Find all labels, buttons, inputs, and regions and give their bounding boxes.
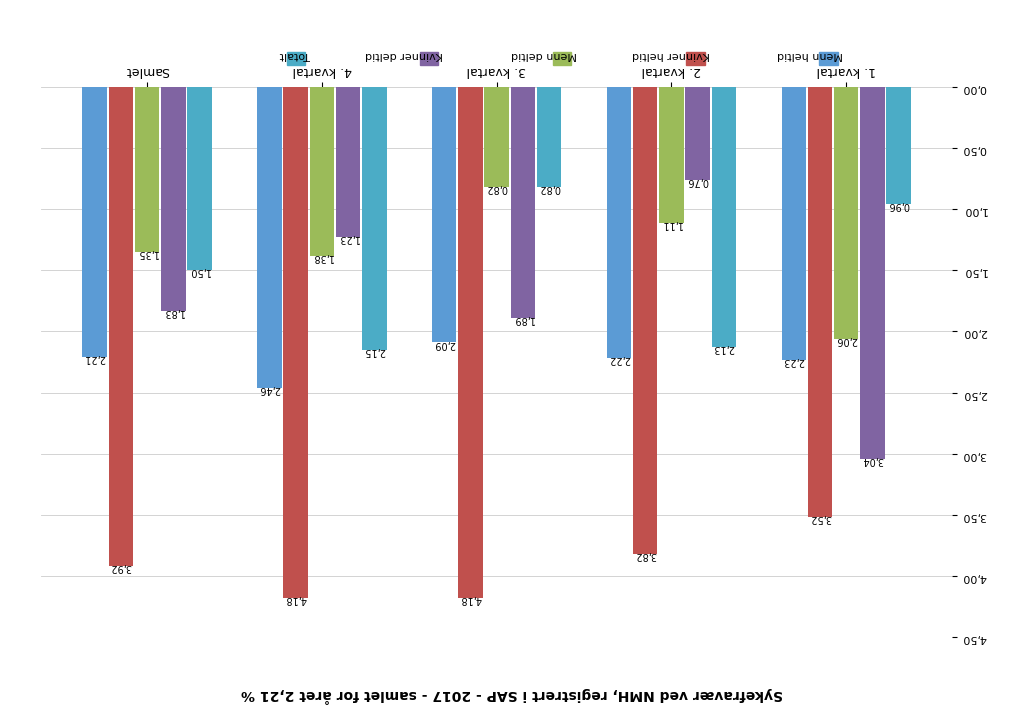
Text: 1,50: 1,50 [188, 266, 210, 277]
Text: 2,23: 2,23 [783, 355, 805, 366]
Bar [109, 87, 133, 566]
Bar [887, 87, 911, 204]
Bar [257, 87, 282, 387]
Bar [834, 87, 858, 339]
Bar [309, 87, 334, 256]
Bar [607, 87, 631, 358]
Bar [484, 87, 509, 187]
Bar [781, 87, 806, 360]
Text: 0,82: 0,82 [485, 183, 508, 193]
Text: 2,13: 2,13 [713, 343, 734, 353]
Text: 2,22: 2,22 [608, 355, 630, 364]
Text: 1,23: 1,23 [337, 233, 358, 243]
Bar [537, 87, 561, 187]
Bar [135, 87, 160, 252]
Text: 2,09: 2,09 [433, 339, 455, 348]
Text: 4,18: 4,18 [460, 594, 481, 604]
Bar [161, 87, 185, 311]
Bar [432, 87, 457, 342]
Text: 0,82: 0,82 [539, 183, 560, 193]
Text: 1,35: 1,35 [136, 248, 158, 258]
Text: 2,06: 2,06 [836, 335, 857, 345]
Text: 1,38: 1,38 [311, 252, 333, 262]
Text: 0,76: 0,76 [687, 176, 709, 186]
Text: 1,11: 1,11 [660, 219, 682, 229]
Bar [187, 87, 212, 270]
Text: 1,89: 1,89 [512, 314, 534, 324]
Bar [511, 87, 536, 318]
Text: Totalt: Totalt [280, 50, 310, 60]
Text: Kvinner heltid: Kvinner heltid [632, 50, 710, 60]
Bar [82, 87, 106, 357]
Text: Menn heltid: Menn heltid [777, 50, 843, 60]
Bar [336, 87, 360, 237]
Bar [808, 87, 833, 517]
Bar [685, 87, 710, 180]
Text: Sykefravær ved NMH, registrert i SAP - 2017 - samlet for året 2,21 %: Sykefravær ved NMH, registrert i SAP - 2… [241, 687, 783, 703]
Text: 4,18: 4,18 [285, 594, 306, 604]
Text: 1,83: 1,83 [163, 307, 184, 317]
Bar [458, 87, 482, 598]
Bar [860, 87, 885, 458]
Text: 2,21: 2,21 [84, 353, 105, 363]
Text: 3,82: 3,82 [635, 550, 656, 560]
Text: 0,96: 0,96 [888, 201, 909, 211]
Bar [362, 87, 386, 350]
Text: Kvinner deltid: Kvinner deltid [366, 50, 443, 60]
Bar [284, 87, 308, 598]
Bar [712, 87, 736, 348]
Text: 3,04: 3,04 [861, 455, 883, 465]
Text: 2,15: 2,15 [364, 346, 385, 356]
Text: 3,52: 3,52 [809, 513, 830, 523]
Bar [659, 87, 684, 222]
Text: Menn deltid: Menn deltid [511, 50, 577, 60]
Text: 2,46: 2,46 [259, 384, 281, 394]
Bar [633, 87, 657, 554]
Text: 3,92: 3,92 [110, 563, 132, 572]
